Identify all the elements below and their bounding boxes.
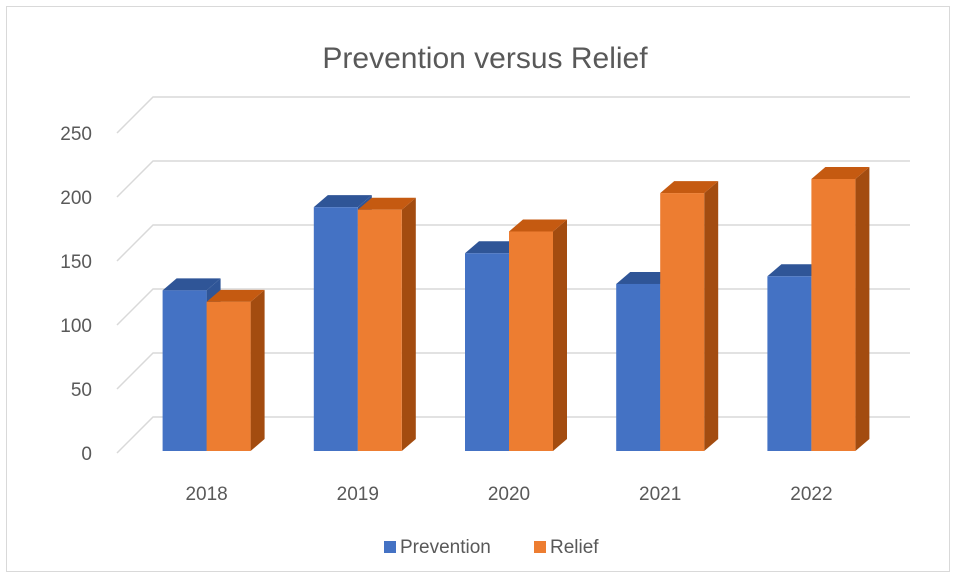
bar-top: [616, 271, 675, 284]
bar-top: [357, 197, 416, 210]
bar-top: [660, 181, 719, 194]
bar-side: [401, 197, 416, 451]
bar: [811, 179, 856, 451]
bar-side: [855, 167, 870, 451]
gridline: [116, 96, 910, 134]
bar: [465, 253, 509, 451]
bar-top: [162, 278, 221, 291]
x-tick-label: 2018: [185, 484, 227, 505]
y-tick-label: 250: [60, 124, 92, 145]
bar-top: [206, 289, 265, 302]
legend-swatch: [534, 541, 546, 553]
bar-top: [313, 195, 372, 208]
bar: [313, 207, 358, 451]
x-tick-label: 2019: [337, 484, 379, 505]
bar: [357, 209, 402, 451]
gridline: [116, 160, 910, 198]
y-tick-label: 50: [71, 380, 92, 401]
y-tick-label: 150: [60, 252, 92, 273]
legend-swatch: [384, 541, 396, 553]
x-tick-label: 2021: [639, 484, 681, 505]
bar: [162, 290, 207, 451]
x-axis-ticks: 2018 2019 2020 2021 2022: [185, 484, 832, 505]
y-axis-ticks: 0 50 100 150 200 250: [60, 124, 92, 465]
bar: [767, 276, 812, 451]
legend-label: Prevention: [400, 537, 491, 558]
legend: Prevention Relief: [384, 537, 599, 558]
bar: [509, 231, 553, 451]
bar-side: [250, 289, 265, 451]
bar-side: [553, 219, 567, 451]
bar-top: [465, 241, 523, 254]
bar-top: [509, 219, 567, 232]
bar: [206, 301, 251, 451]
y-tick-label: 100: [60, 316, 92, 337]
bar-top: [767, 264, 826, 277]
legend-label: Relief: [550, 537, 599, 558]
x-tick-label: 2020: [488, 484, 530, 505]
gridline: [116, 224, 910, 262]
bar: [660, 193, 705, 451]
bar-side: [704, 181, 719, 451]
y-tick-label: 200: [60, 188, 92, 209]
chart-title: Prevention versus Relief: [322, 42, 648, 75]
bar: [616, 283, 661, 451]
bar-top: [811, 167, 870, 179]
y-tick-label: 0: [81, 444, 92, 465]
x-tick-label: 2022: [790, 484, 832, 505]
bars: [162, 167, 870, 451]
